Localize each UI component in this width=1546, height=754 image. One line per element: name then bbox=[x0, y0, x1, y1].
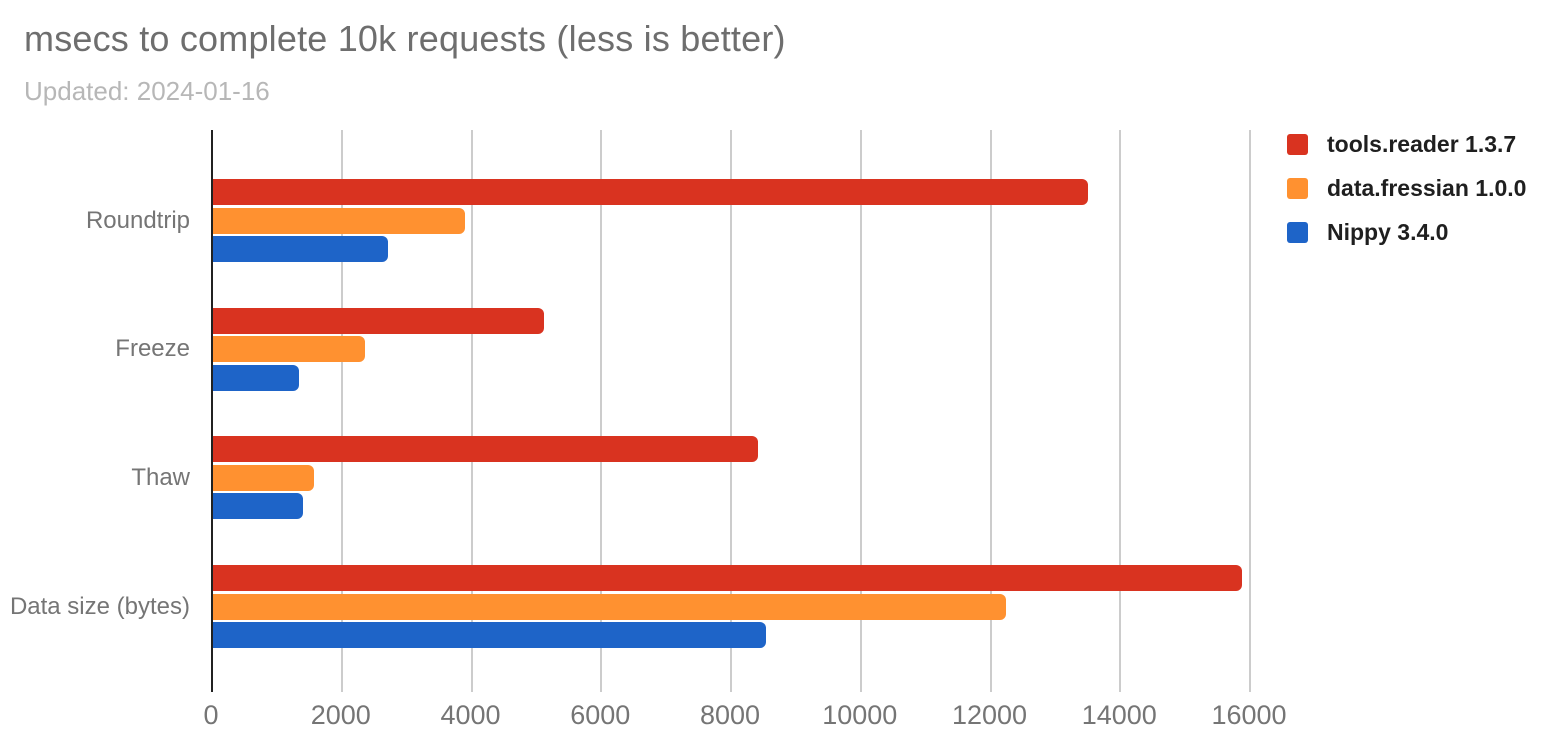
gridline-12000 bbox=[989, 130, 992, 692]
x-tick-label-6000: 6000 bbox=[570, 700, 631, 730]
gridline-14000 bbox=[1119, 130, 1122, 692]
gridline-4000 bbox=[470, 130, 473, 692]
legend-swatch-icon bbox=[1287, 177, 1308, 199]
bar-data-size-bytes-data-fressian-1-0-0[interactable] bbox=[213, 593, 1007, 620]
legend-item-data-fressian-1-0-0: data.fressian 1.0.0 bbox=[1287, 174, 1527, 201]
bar-thaw-nippy-3-4-0[interactable] bbox=[213, 493, 303, 520]
legend-swatch-icon bbox=[1287, 133, 1308, 155]
legend-label: data.fressian 1.0.0 bbox=[1327, 174, 1527, 201]
category-label-roundtrip: Roundtrip bbox=[85, 206, 190, 234]
y-axis-category-labels: Roundtrip Freeze Thaw Data size (bytes) bbox=[0, 130, 203, 692]
bar-freeze-nippy-3-4-0[interactable] bbox=[213, 364, 300, 391]
x-tick-label-16000: 16000 bbox=[1211, 700, 1287, 730]
x-tick-label-10000: 10000 bbox=[822, 700, 898, 730]
bar-thaw-data-fressian-1-0-0[interactable] bbox=[213, 464, 315, 491]
bar-data-size-bytes-tools-reader-1-3-7[interactable] bbox=[213, 565, 1242, 592]
bar-roundtrip-data-fressian-1-0-0[interactable] bbox=[213, 207, 466, 234]
gridline-2000 bbox=[340, 130, 343, 692]
bar-roundtrip-nippy-3-4-0[interactable] bbox=[213, 236, 389, 262]
legend-item-tools-reader-1-3-7: tools.reader 1.3.7 bbox=[1287, 130, 1517, 157]
x-tick-label-14000: 14000 bbox=[1081, 700, 1157, 730]
chart-subtitle: Updated: 2024-01-16 bbox=[24, 76, 270, 106]
bar-roundtrip-tools-reader-1-3-7[interactable] bbox=[213, 179, 1089, 205]
gridline-8000 bbox=[730, 130, 732, 692]
category-label-thaw: Thaw bbox=[131, 463, 190, 491]
legend-swatch-icon bbox=[1287, 221, 1308, 243]
legend-label: Nippy 3.4.0 bbox=[1327, 218, 1449, 245]
legend-label: tools.reader 1.3.7 bbox=[1327, 130, 1517, 157]
x-axis-tick-labels: 0 2000 4000 6000 8000 10000 12000 14000 16000 bbox=[203, 700, 1286, 730]
x-tick-label-4000: 4000 bbox=[440, 700, 501, 730]
chart-title: msecs to complete 10k requests (less is … bbox=[24, 18, 786, 59]
category-label-data-size-bytes: Data size (bytes) bbox=[9, 592, 190, 620]
bar-freeze-data-fressian-1-0-0[interactable] bbox=[213, 336, 366, 363]
bar-thaw-tools-reader-1-3-7[interactable] bbox=[213, 436, 758, 463]
gridline-10000 bbox=[859, 130, 862, 692]
x-tick-label-2000: 2000 bbox=[310, 700, 371, 730]
x-tick-label-12000: 12000 bbox=[951, 700, 1028, 730]
gridline-16000 bbox=[1249, 130, 1251, 692]
bar-data-size-bytes-nippy-3-4-0[interactable] bbox=[213, 622, 767, 649]
gridline-6000 bbox=[600, 130, 603, 692]
bar-freeze-tools-reader-1-3-7[interactable] bbox=[213, 307, 544, 334]
x-tick-label-8000: 8000 bbox=[699, 700, 761, 730]
category-label-freeze: Freeze bbox=[115, 335, 190, 363]
y-axis-line bbox=[211, 130, 213, 692]
plot-area bbox=[211, 130, 1270, 692]
legend-item-nippy-3-4-0: Nippy 3.4.0 bbox=[1287, 218, 1449, 245]
x-tick-label-0: 0 bbox=[203, 700, 219, 730]
